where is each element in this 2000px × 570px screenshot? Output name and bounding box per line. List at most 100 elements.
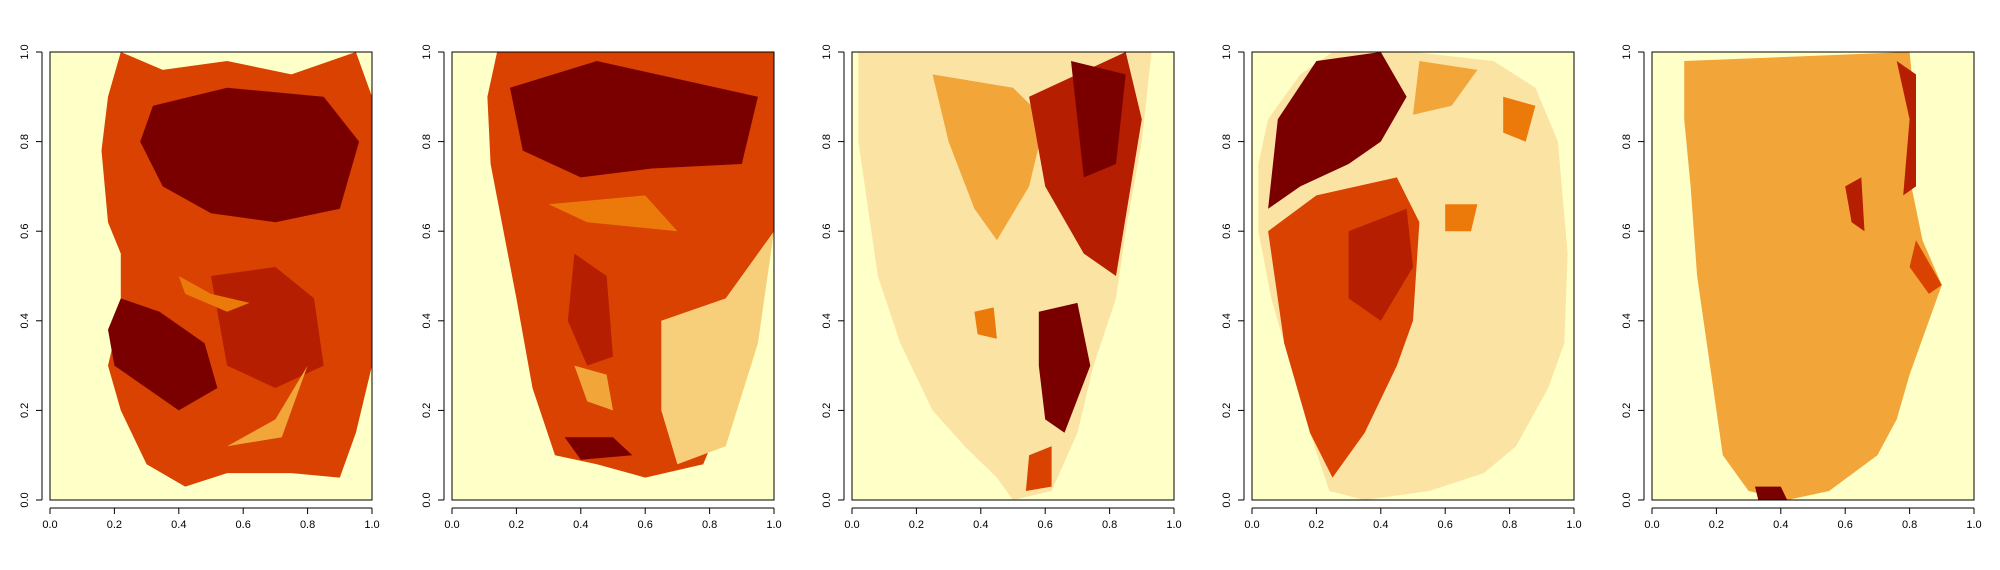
intensity-region-6 (1503, 96, 1536, 142)
y-tick-label: 0.0 (19, 492, 31, 507)
y-tick-label: 0.2 (821, 403, 833, 418)
x-tick-label: 1.0 (1966, 519, 1981, 531)
x-tick-label: 1.0 (766, 519, 781, 531)
y-tick-label: 1.0 (19, 44, 31, 59)
y-tick-label: 0.4 (19, 313, 31, 328)
intensity-region-1 (932, 74, 1046, 241)
y-tick-label: 0.6 (1621, 224, 1633, 239)
panel-frame (851, 51, 1175, 501)
y-tick-label: 0.4 (821, 313, 833, 328)
y-tick-label: 0.2 (19, 403, 31, 418)
y-tick-label: 0.4 (1621, 313, 1633, 328)
panel-frame (1251, 51, 1575, 501)
intensity-region-4 (1038, 302, 1091, 433)
x-tick-label: 1.0 (1166, 519, 1181, 531)
intensity-region-2 (1845, 177, 1865, 232)
y-tick-label: 0.8 (19, 134, 31, 149)
x-tick-label: 0.6 (1838, 519, 1853, 531)
intensity-region-1 (510, 61, 758, 178)
x-tick-label: 0.6 (236, 519, 251, 531)
y-tick-label: 1.0 (821, 44, 833, 59)
intensity-region-4 (178, 276, 250, 312)
intensity-region-1 (1268, 52, 1407, 209)
heatmap-panel-4: 0.0 0.2 0.4 0.6 0.8 1.0 0.0 0.2 0.4 0.6 0.8 1.0 (1221, 44, 1582, 531)
y-tick-label: 0.8 (821, 134, 833, 149)
intensity-region-6 (1025, 446, 1052, 491)
y-axis: 0.0 0.2 0.4 0.6 0.8 1.0 (421, 44, 445, 508)
y-tick-label: 0.0 (421, 492, 433, 507)
x-tick-label: 1.0 (1566, 519, 1581, 531)
heatmap-panel-2: 0.0 0.2 0.4 0.6 0.8 1.0 0.0 0.2 0.4 0.6 0.8 1.0 (421, 44, 782, 531)
intensity-region-3 (1071, 61, 1126, 178)
intensity-region-3 (548, 195, 678, 232)
x-tick-label: 1.0 (364, 519, 379, 531)
y-tick-label: 0.6 (821, 224, 833, 239)
x-tick-label: 0.0 (1644, 519, 1659, 531)
x-tick-label: 0.8 (300, 519, 315, 531)
y-tick-label: 0.6 (421, 224, 433, 239)
y-axis: 0.0 0.2 0.4 0.6 0.8 1.0 (1621, 44, 1645, 508)
y-tick-label: 0.4 (421, 313, 433, 328)
heatmap-panel-3: 0.0 0.2 0.4 0.6 0.8 1.0 0.0 0.2 0.4 0.6 0.8 1.0 (821, 44, 1182, 531)
intensity-region-5 (974, 307, 997, 339)
heatmap-panel-1: 0.0 0.2 0.4 0.6 0.8 1.0 0.0 0.2 0.4 0.6 0.8 1.0 (19, 44, 380, 531)
y-tick-label: 0.4 (1221, 313, 1233, 328)
x-tick-label: 0.8 (702, 519, 717, 531)
y-tick-label: 0.8 (1221, 134, 1233, 149)
y-tick-label: 1.0 (1221, 44, 1233, 59)
intensity-region-5 (227, 365, 308, 447)
y-tick-label: 1.0 (1621, 44, 1633, 59)
y-tick-label: 0.2 (1621, 403, 1633, 418)
x-tick-label: 0.6 (1438, 519, 1453, 531)
x-tick-label: 0.4 (973, 519, 988, 531)
y-axis: 0.0 0.2 0.4 0.6 0.8 1.0 (19, 44, 43, 508)
y-tick-label: 0.8 (1621, 134, 1633, 149)
intensity-region-3 (211, 267, 324, 388)
y-tick-label: 0.0 (821, 492, 833, 507)
x-tick-label: 0.2 (1709, 519, 1724, 531)
intensity-region-1 (1896, 61, 1916, 196)
intensity-region-2 (108, 298, 218, 411)
x-axis: 0.0 0.2 0.4 0.6 0.8 1.0 (42, 507, 380, 531)
x-axis: 0.0 0.2 0.4 0.6 0.8 1.0 (844, 507, 1182, 531)
y-tick-label: 0.6 (1221, 224, 1233, 239)
x-tick-label: 0.0 (42, 519, 57, 531)
intensity-region-5 (1445, 204, 1478, 232)
x-tick-label: 0.8 (1902, 519, 1917, 531)
x-tick-label: 0.0 (444, 519, 459, 531)
intensity-region-4 (567, 253, 613, 366)
panel-frame (451, 51, 775, 501)
y-tick-label: 1.0 (421, 44, 433, 59)
x-tick-label: 0.4 (1373, 519, 1388, 531)
x-tick-label: 0.4 (171, 519, 186, 531)
x-tick-label: 0.0 (1244, 519, 1259, 531)
x-axis: 0.0 0.2 0.4 0.6 0.8 1.0 (1644, 507, 1982, 531)
intensity-region-5 (564, 437, 633, 460)
y-tick-label: 0.2 (421, 403, 433, 418)
y-tick-label: 0.0 (1221, 492, 1233, 507)
face-silhouette (1684, 52, 1942, 500)
intensity-region-1 (140, 87, 360, 223)
x-tick-label: 0.2 (509, 519, 524, 531)
y-tick-label: 0.6 (19, 224, 31, 239)
panel-frame (1651, 51, 1975, 501)
y-tick-label: 0.8 (421, 134, 433, 149)
x-tick-label: 0.4 (573, 519, 588, 531)
x-tick-label: 0.2 (107, 519, 122, 531)
y-axis: 0.0 0.2 0.4 0.6 0.8 1.0 (821, 44, 845, 508)
intensity-region-2 (661, 231, 774, 465)
x-tick-label: 0.2 (909, 519, 924, 531)
x-axis: 0.0 0.2 0.4 0.6 0.8 1.0 (1244, 507, 1582, 531)
x-tick-label: 0.8 (1102, 519, 1117, 531)
x-tick-label: 0.6 (1038, 519, 1053, 531)
y-tick-label: 0.0 (1621, 492, 1633, 507)
intensity-region-3 (1909, 240, 1942, 294)
intensity-region-3 (1348, 208, 1413, 321)
intensity-region-6 (574, 365, 613, 411)
x-tick-label: 0.6 (638, 519, 653, 531)
y-axis: 0.0 0.2 0.4 0.6 0.8 1.0 (1221, 44, 1245, 508)
x-tick-label: 0.4 (1773, 519, 1788, 531)
intensity-region-4 (1413, 61, 1478, 115)
y-tick-label: 0.2 (1221, 403, 1233, 418)
